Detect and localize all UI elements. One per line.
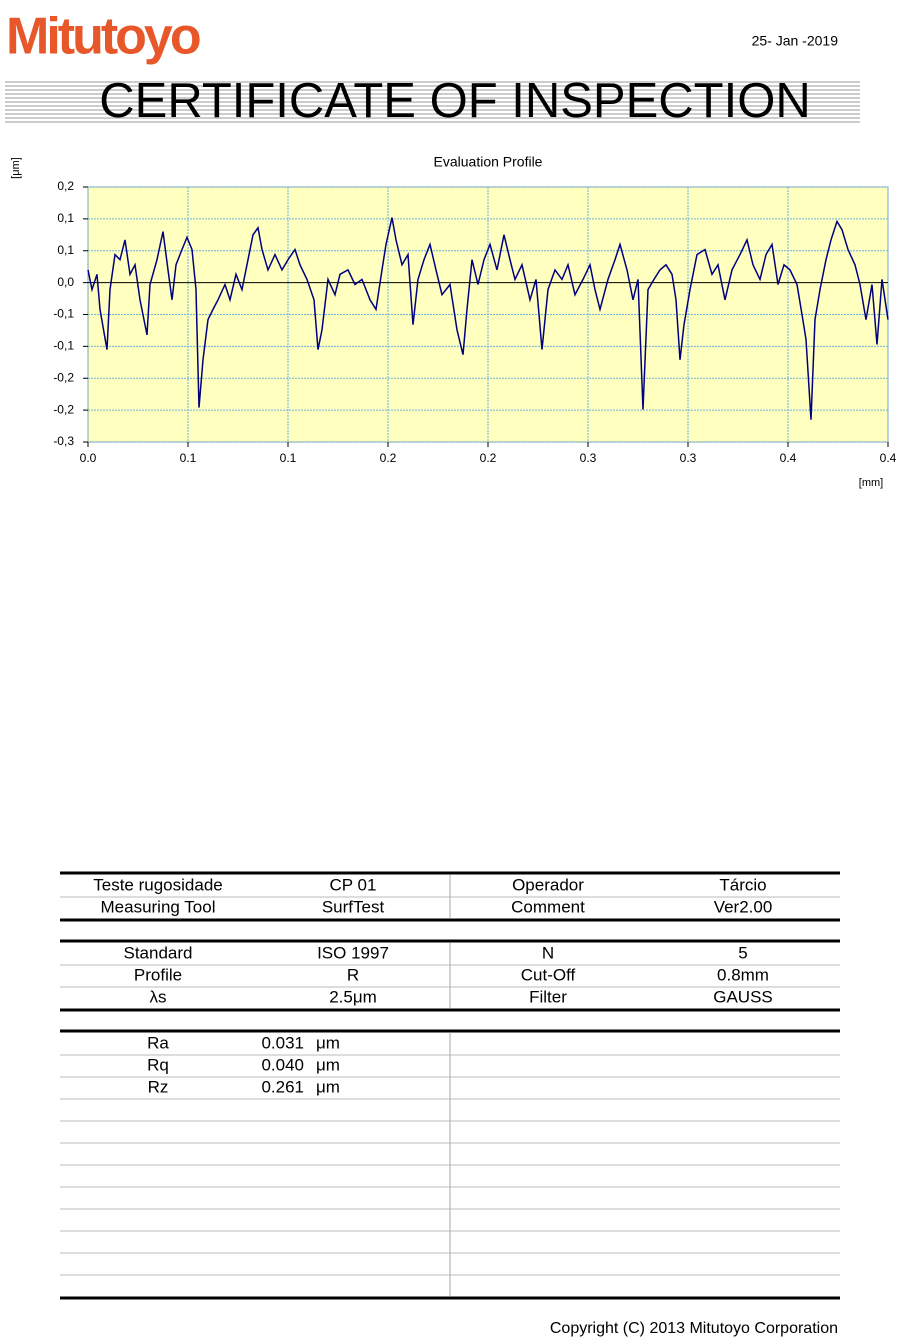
result-unit: μm — [316, 1033, 340, 1052]
y-tick-label: -0,1 — [53, 307, 74, 321]
x-tick-label: 0.0 — [80, 451, 97, 465]
y-axis-label: [μm] — [10, 157, 22, 179]
result-unit: μm — [316, 1055, 340, 1074]
y-tick-label: 0,2 — [57, 179, 74, 193]
x-tick-label: 0.2 — [380, 451, 397, 465]
table-cell: Ver2.00 — [714, 897, 773, 916]
y-tick-label: -0,2 — [53, 370, 74, 384]
table-cell: Cut-Off — [521, 965, 576, 984]
table-cell: Comment — [511, 897, 585, 916]
footer: Copyright (C) 2013 Mitutoyo Corporation — [550, 1320, 838, 1337]
x-tick-label: 0.3 — [680, 451, 697, 465]
table-cell: N — [542, 943, 554, 962]
title-stripes — [5, 81, 860, 123]
result-value: 0.031 — [261, 1033, 304, 1052]
x-tick-label: 0.4 — [780, 451, 797, 465]
x-tick-label: 0.1 — [180, 451, 197, 465]
table-cell: Standard — [124, 943, 193, 962]
chart-title: Evaluation Profile — [434, 154, 543, 170]
x-tick-label: 0.2 — [480, 451, 497, 465]
title: CERTIFICATE OF INSPECTION — [99, 74, 810, 128]
logo: Mitutoyo — [6, 8, 200, 66]
table-cell: CP 01 — [330, 875, 377, 894]
table-cell: ISO 1997 — [317, 943, 389, 962]
profile-line — [87, 217, 889, 420]
y-tick-label: 0,1 — [57, 211, 74, 225]
x-tick-label: 0.1 — [280, 451, 297, 465]
result-name: Rq — [147, 1055, 169, 1074]
result-name: Ra — [147, 1033, 169, 1052]
table-cell: Profile — [134, 965, 182, 984]
table-cell: Tárcio — [719, 875, 766, 894]
table-cell: R — [347, 965, 359, 984]
table-cell: GAUSS — [713, 987, 773, 1006]
result-unit: μm — [316, 1077, 340, 1096]
table-cell: Teste rugosidade — [93, 875, 222, 894]
table-cell: SurfTest — [322, 897, 385, 916]
table-cell: Operador — [512, 875, 584, 894]
result-value: 0.040 — [261, 1055, 304, 1074]
table-cell: 5 — [738, 943, 747, 962]
x-tick-label: 0.3 — [580, 451, 597, 465]
table-cell: Measuring Tool — [101, 897, 216, 916]
result-value: 0.261 — [261, 1077, 304, 1096]
y-tick-label: 0,1 — [57, 243, 74, 257]
table-cell: 0.8mm — [717, 965, 769, 984]
result-name: Rz — [148, 1077, 169, 1096]
table-cell: 2.5μm — [329, 987, 377, 1006]
x-tick-label: 0.4 — [880, 451, 897, 465]
table-cell: λs — [150, 987, 167, 1006]
table-cell: Filter — [529, 987, 567, 1006]
y-tick-label: 0,0 — [57, 275, 74, 289]
date: 25- Jan -2019 — [752, 33, 839, 49]
y-tick-label: -0,3 — [53, 434, 74, 448]
y-tick-label: -0,2 — [53, 402, 74, 416]
y-tick-label: -0,1 — [53, 339, 74, 353]
x-axis-label: [mm] — [859, 477, 883, 489]
